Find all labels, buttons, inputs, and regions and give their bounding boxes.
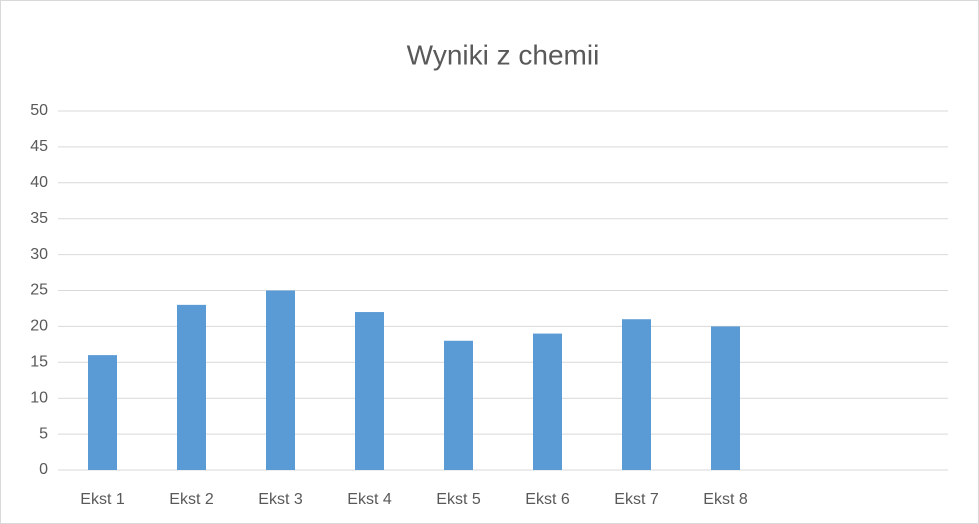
x-tick-label: Ekst 8: [703, 491, 748, 508]
x-tick-label: Ekst 1: [80, 491, 125, 508]
y-tick-label: 10: [30, 389, 48, 406]
bar: [711, 326, 740, 470]
bar: [444, 340, 473, 470]
y-tick-label: 50: [30, 102, 48, 119]
bar: [266, 290, 295, 470]
bar: [355, 312, 384, 470]
x-tick-label: Ekst 5: [436, 491, 481, 508]
x-tick-label: Ekst 4: [347, 491, 392, 508]
bar: [533, 333, 562, 470]
y-tick-label: 25: [30, 282, 48, 299]
y-tick-label: 30: [30, 246, 48, 263]
y-tick-label: 40: [30, 174, 48, 191]
y-tick-label: 5: [39, 425, 48, 442]
bar: [622, 319, 651, 470]
bar: [177, 304, 206, 470]
bar: [88, 355, 117, 470]
x-tick-label: Ekst 6: [525, 491, 570, 508]
chart-title: Wyniki z chemii: [407, 39, 600, 70]
y-tick-label: 20: [30, 318, 48, 335]
y-tick-label: 45: [30, 138, 48, 155]
x-tick-label: Ekst 2: [169, 491, 214, 508]
y-tick-label: 15: [30, 354, 48, 371]
x-tick-label: Ekst 3: [258, 491, 303, 508]
y-tick-label: 0: [39, 461, 48, 478]
y-tick-label: 35: [30, 210, 48, 227]
x-tick-label: Ekst 7: [614, 491, 659, 508]
